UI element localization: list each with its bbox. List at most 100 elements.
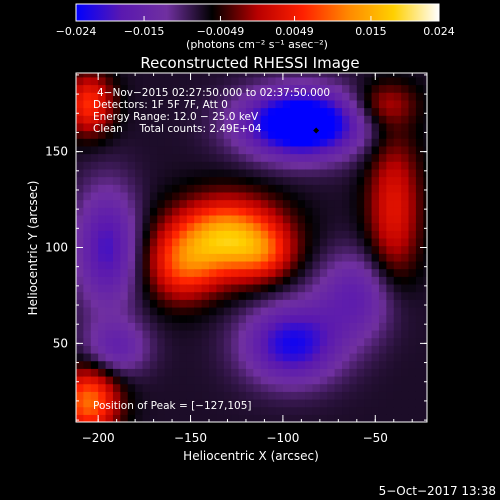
heatmap-cell xyxy=(98,352,107,362)
heatmap-cell xyxy=(105,153,114,162)
heatmap-cell xyxy=(393,115,402,124)
heatmap-cell xyxy=(194,153,203,162)
heatmap-cell xyxy=(172,368,181,377)
heatmap-cell xyxy=(415,76,424,86)
heatmap-cell xyxy=(349,214,358,224)
heatmap-cell xyxy=(268,76,277,86)
heatmap-cell xyxy=(127,145,136,155)
heatmap-cell xyxy=(423,76,427,86)
heatmap-cell xyxy=(231,314,240,323)
heatmap-cell xyxy=(105,222,114,231)
heatmap-cell xyxy=(327,153,336,162)
heatmap-cell xyxy=(127,414,136,422)
colorbar: −0.024 −0.015 −0.0049 0.0049 0.015 0.024 (pho… xyxy=(56,3,455,51)
heatmap-cell xyxy=(98,115,107,124)
heatmap-cell xyxy=(319,222,328,231)
heatmap-cell xyxy=(378,92,387,101)
heatmap-cell xyxy=(386,191,395,201)
heatmap-cell xyxy=(268,406,277,415)
heatmap-cell xyxy=(260,92,269,101)
heatmap-cell xyxy=(135,299,144,308)
heatmap-cell xyxy=(245,245,254,254)
heatmap-cell xyxy=(105,245,114,254)
heatmap-cell xyxy=(142,130,151,139)
heatmap-cell xyxy=(364,191,373,201)
heatmap-cell xyxy=(268,191,277,201)
heatmap-cell xyxy=(172,406,181,415)
heatmap-cell xyxy=(319,352,328,362)
heatmap-cell xyxy=(172,161,181,170)
heatmap-cell xyxy=(423,168,427,178)
heatmap-cell xyxy=(149,406,158,415)
heatmap-cell xyxy=(290,199,299,208)
heatmap-cell xyxy=(231,383,240,392)
heatmap-cell xyxy=(253,153,262,162)
heatmap-cell xyxy=(83,191,92,201)
heatmap-cell xyxy=(90,398,99,408)
heatmap-cell xyxy=(282,237,291,247)
heatmap-cell xyxy=(393,360,402,369)
heatmap-cell xyxy=(378,260,387,270)
heatmap-cell xyxy=(186,276,195,285)
heatmap-cell xyxy=(231,84,240,93)
heatmap-cell xyxy=(142,375,151,385)
heatmap-cell xyxy=(186,375,195,385)
heatmap-cell xyxy=(334,207,343,216)
heatmap-cell xyxy=(245,368,254,377)
heatmap-cell xyxy=(83,245,92,254)
heatmap-cell xyxy=(260,237,269,247)
heatmap-cell xyxy=(364,268,373,277)
heatmap-cell xyxy=(415,314,424,323)
heatmap-cell xyxy=(297,253,306,262)
heatmap-cell xyxy=(268,145,277,155)
heatmap-cell xyxy=(186,345,195,354)
heatmap-cell xyxy=(90,168,99,178)
heatmap-image xyxy=(76,73,427,422)
heatmap-cell xyxy=(364,253,373,262)
heatmap-cell xyxy=(305,360,314,369)
heatmap-cell xyxy=(312,322,321,331)
heatmap-cell xyxy=(105,84,114,93)
heatmap-cell xyxy=(172,352,181,362)
heatmap-cell xyxy=(83,345,92,354)
heatmap-cell xyxy=(423,245,427,254)
heatmap-cell xyxy=(312,168,321,178)
heatmap-cell xyxy=(415,168,424,178)
heatmap-cell xyxy=(260,138,269,147)
heatmap-cell xyxy=(401,245,410,254)
heatmap-cell xyxy=(90,375,99,385)
heatmap-cell xyxy=(415,383,424,392)
heatmap-cell xyxy=(334,314,343,323)
heatmap-cell xyxy=(179,176,188,185)
heatmap-cell xyxy=(194,145,203,155)
heatmap-cell xyxy=(356,122,365,132)
heatmap-cell xyxy=(231,168,240,178)
heatmap-cell xyxy=(216,199,225,208)
heatmap-cell xyxy=(90,161,99,170)
heatmap-cell xyxy=(194,368,203,377)
heatmap-cell xyxy=(172,84,181,93)
heatmap-cell xyxy=(349,322,358,331)
heatmap-cell xyxy=(238,145,247,155)
heatmap-cell xyxy=(201,130,210,139)
heatmap-cell xyxy=(142,398,151,408)
heatmap-cell xyxy=(120,406,129,415)
heatmap-cell xyxy=(349,406,358,415)
heatmap-cell xyxy=(120,184,129,193)
heatmap-cell xyxy=(356,237,365,247)
heatmap-cell xyxy=(334,122,343,132)
heatmap-cell xyxy=(378,352,387,362)
heatmap-cell xyxy=(90,92,99,101)
heatmap-cell xyxy=(423,107,427,116)
heatmap-cell xyxy=(401,199,410,208)
heatmap-cell xyxy=(209,153,217,162)
heatmap-cell xyxy=(282,253,291,262)
heatmap-cell xyxy=(149,214,158,224)
heatmap-cell xyxy=(297,115,306,124)
heatmap-cell xyxy=(260,375,269,385)
heatmap-cell xyxy=(90,299,99,308)
heatmap-cell xyxy=(342,176,351,185)
heatmap-cell xyxy=(209,207,217,216)
heatmap-cell xyxy=(105,168,114,178)
heatmap-cell xyxy=(297,322,306,331)
